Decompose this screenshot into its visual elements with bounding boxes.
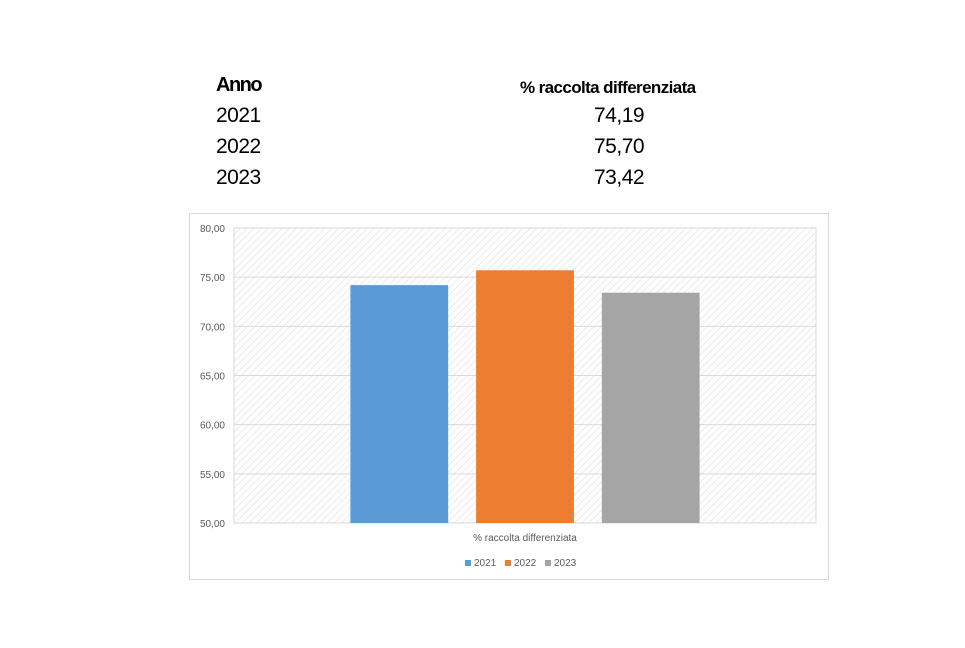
legend-swatch <box>505 560 511 566</box>
legend-label: 2021 <box>474 558 497 569</box>
row-year: 2021 <box>216 104 261 127</box>
y-tick-label: 60,00 <box>200 421 225 432</box>
legend-label: 2022 <box>514 558 537 569</box>
header-year: Anno <box>216 74 263 96</box>
row-value: 73,42 <box>594 166 645 189</box>
bar-chart: 50,00 55,00 60,00 65,00 70,00 75,00 80,00 % rac… <box>200 224 817 569</box>
x-category-label: % raccolta differenziata <box>473 533 577 544</box>
legend-label: 2023 <box>554 558 577 569</box>
row-year: 2023 <box>216 166 261 189</box>
table-row: 2023 73,42 <box>216 164 736 195</box>
header-percentage: % raccolta differenziata <box>520 78 696 97</box>
row-year: 2022 <box>216 135 261 158</box>
table-header: Anno % raccolta differenziata <box>216 74 736 102</box>
legend-swatch <box>465 560 471 566</box>
chart-frame: 50,00 55,00 60,00 65,00 70,00 75,00 80,00 % rac… <box>189 213 829 580</box>
y-tick-label: 50,00 <box>200 519 225 530</box>
y-tick-label: 55,00 <box>200 470 225 481</box>
data-table: Anno % raccolta differenziata 2021 74,19… <box>216 74 736 195</box>
legend-swatch <box>545 560 551 566</box>
y-tick-label: 70,00 <box>200 322 225 333</box>
row-value: 74,19 <box>594 104 645 127</box>
table-row: 2022 75,70 <box>216 133 736 164</box>
row-value: 75,70 <box>594 135 645 158</box>
bar-2022 <box>476 270 574 523</box>
table-row: 2021 74,19 <box>216 102 736 133</box>
bar-2021 <box>350 285 449 523</box>
y-tick-label: 75,00 <box>200 273 225 284</box>
y-tick-label: 65,00 <box>200 372 225 383</box>
bar-2023 <box>601 292 700 523</box>
y-tick-label: 80,00 <box>200 224 225 235</box>
